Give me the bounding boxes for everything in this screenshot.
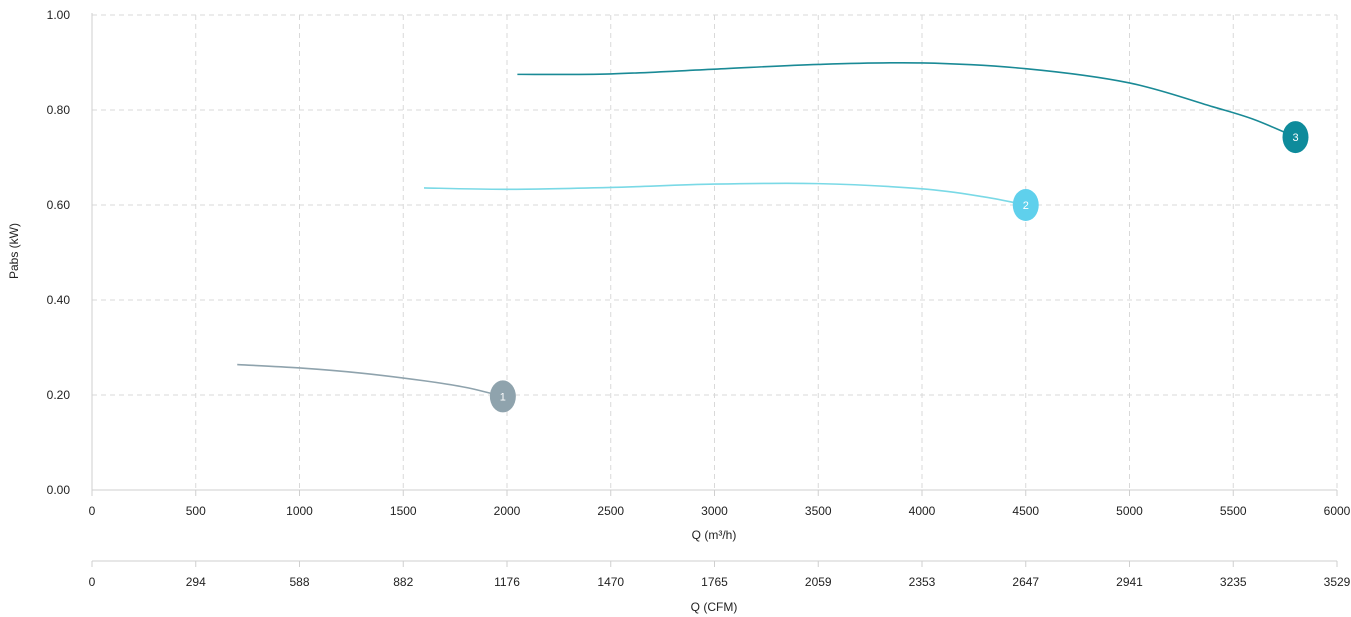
x-tick-label: 2000 (494, 504, 521, 518)
x2-tick-label: 3529 (1324, 575, 1351, 589)
x-tick-label: 1500 (390, 504, 417, 518)
marker-label: 3 (1292, 132, 1298, 144)
y-tick-label: 0.60 (47, 198, 71, 212)
series-3-marker[interactable]: 3 (1282, 121, 1309, 154)
marker-badge (1012, 189, 1039, 221)
y-tick-label: 1.00 (47, 8, 71, 22)
y-tick-label: 0.40 (47, 293, 71, 307)
marker-badge (1282, 121, 1309, 154)
x-axis-title: Q (m³/h) (692, 528, 737, 542)
series-2-marker[interactable]: 2 (1012, 189, 1039, 221)
x-tick-label: 1000 (286, 504, 313, 518)
x-tick-label: 500 (186, 504, 206, 518)
y-tick-label: 0.00 (47, 483, 71, 497)
x-tick-label: 5000 (1116, 504, 1143, 518)
x-tick-label: 0 (89, 504, 96, 518)
x-tick-label: 4000 (909, 504, 936, 518)
axis-layer: 0.00 0.20 0.40 0.60 0.80 1.00 0 500 1000 1500 2000… (47, 8, 1351, 589)
x2-tick-label: 0 (89, 575, 96, 589)
x-tick-label: 3500 (805, 504, 832, 518)
x-tick-label: 4500 (1012, 504, 1039, 518)
x2-tick-label: 882 (393, 575, 413, 589)
marker-label: 1 (500, 391, 506, 403)
x2-tick-label: 2941 (1116, 575, 1143, 589)
y-axis-title: Pabs (kW) (7, 223, 21, 279)
y-tick-label: 0.80 (47, 103, 71, 117)
series-2-curve (423, 182, 1026, 206)
marker-label: 2 (1023, 200, 1029, 212)
x2-axis-title: Q (CFM) (691, 600, 738, 614)
series-1-marker[interactable]: 1 (489, 380, 516, 413)
x2-tick-label: 1470 (597, 575, 624, 589)
x2-tick-label: 588 (289, 575, 309, 589)
x-tick-label: 3000 (701, 504, 728, 518)
series-layer (237, 61, 1296, 398)
x2-tick-label: 294 (186, 575, 206, 589)
series-3-curve (517, 61, 1296, 138)
marker-badge (489, 380, 516, 413)
y-tick-label: 0.20 (47, 388, 71, 402)
x-tick-label: 6000 (1324, 504, 1351, 518)
grid-layer (92, 14, 1338, 490)
x2-tick-label: 2647 (1012, 575, 1039, 589)
marker-layer: 1 2 3 (489, 121, 1309, 413)
x2-tick-label: 2353 (909, 575, 936, 589)
x2-tick-label: 1176 (494, 575, 520, 589)
x2-tick-label: 2059 (805, 575, 832, 589)
x-tick-label: 2500 (597, 504, 624, 518)
x2-tick-label: 3235 (1220, 575, 1247, 589)
series-1-curve (237, 363, 504, 398)
x2-tick-label: 1765 (701, 575, 728, 589)
x-tick-label: 5500 (1220, 504, 1247, 518)
